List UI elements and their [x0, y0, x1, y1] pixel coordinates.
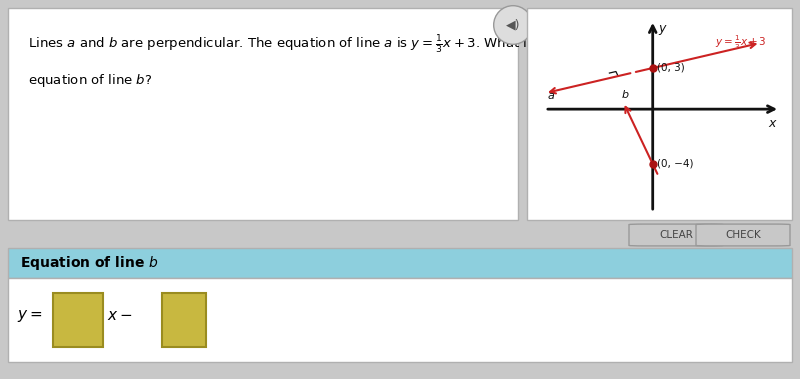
Circle shape — [494, 6, 532, 44]
Text: CHECK: CHECK — [725, 230, 761, 240]
FancyBboxPatch shape — [629, 224, 723, 246]
Text: (0, 3): (0, 3) — [657, 63, 684, 73]
Text: $x$: $x$ — [768, 117, 778, 130]
FancyBboxPatch shape — [8, 248, 792, 278]
Text: Lines $a$ and $b$ are perpendicular. The equation of line $a$ is $y = \frac{1}{3: Lines $a$ and $b$ are perpendicular. The… — [29, 33, 561, 56]
Text: $a$: $a$ — [547, 91, 555, 101]
Text: $y$: $y$ — [658, 23, 667, 37]
Text: CLEAR: CLEAR — [659, 230, 693, 240]
Text: $b$: $b$ — [622, 88, 630, 100]
Text: $y = \frac{1}{3}x + 3$: $y = \frac{1}{3}x + 3$ — [714, 34, 766, 52]
Text: equation of line $b$?: equation of line $b$? — [29, 72, 153, 89]
FancyBboxPatch shape — [696, 224, 790, 246]
Text: (0, −4): (0, −4) — [657, 159, 693, 169]
FancyBboxPatch shape — [162, 293, 206, 347]
FancyBboxPatch shape — [8, 278, 792, 362]
FancyBboxPatch shape — [527, 8, 792, 220]
Text: Equation of line $b$: Equation of line $b$ — [20, 254, 158, 272]
Text: $y =$: $y =$ — [18, 308, 43, 324]
FancyBboxPatch shape — [53, 293, 103, 347]
FancyBboxPatch shape — [8, 8, 518, 220]
Text: $x -$: $x -$ — [106, 308, 132, 323]
Text: ◀): ◀) — [506, 19, 520, 31]
